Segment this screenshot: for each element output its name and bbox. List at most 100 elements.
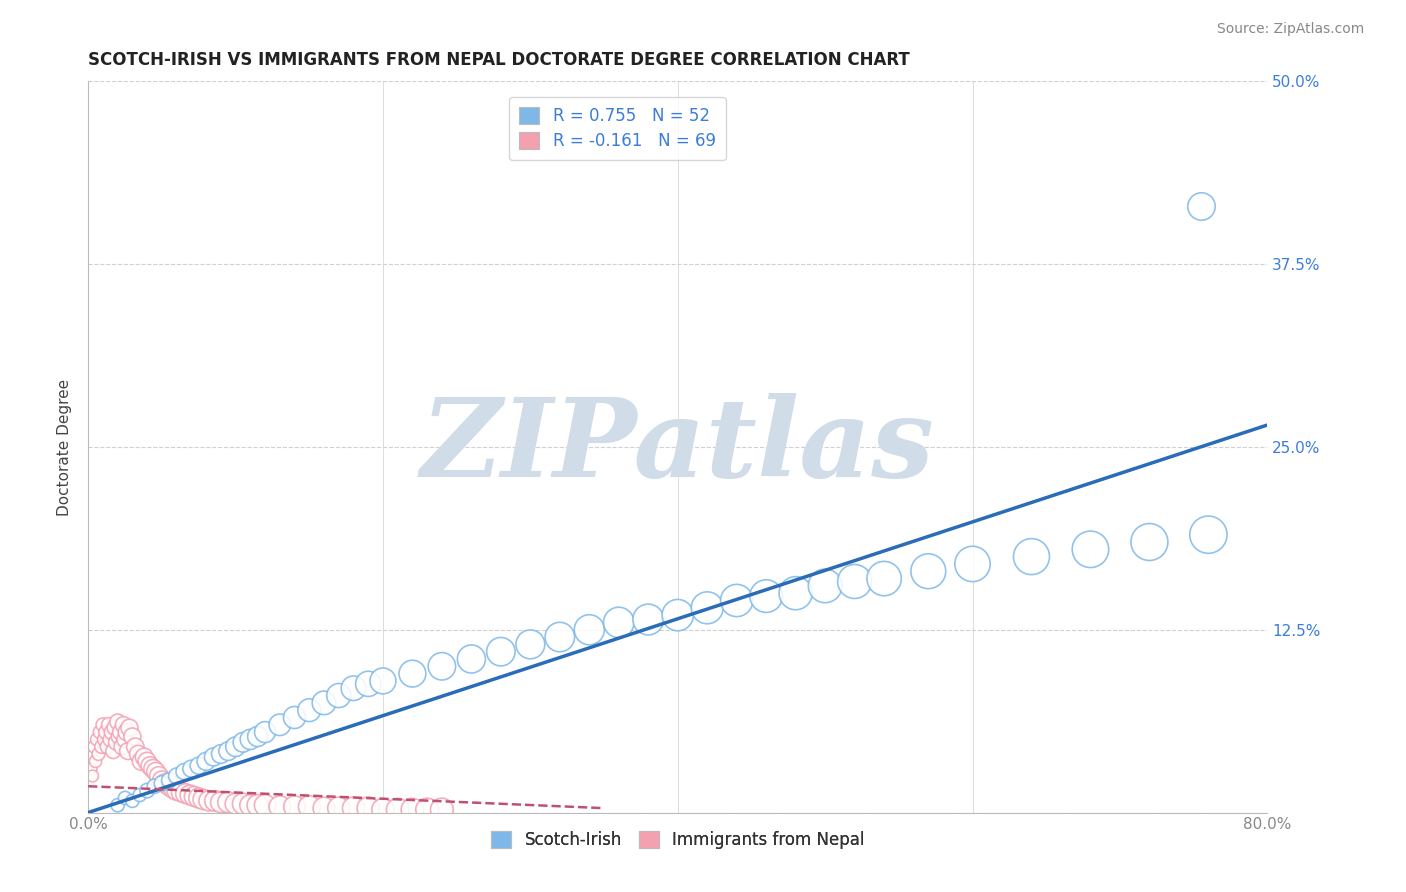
Point (342, 801, 364, 815)
Point (163, 782, 186, 797)
Point (157, 773, 180, 788)
Point (202, 750, 225, 764)
Point (696, 600, 718, 615)
Point (416, 803, 439, 817)
Point (96, 739, 118, 754)
Point (239, 732, 262, 747)
Point (170, 785, 193, 799)
Text: ZIPatlas: ZIPatlas (420, 393, 935, 500)
Point (962, 557, 984, 571)
Point (253, 798, 276, 813)
Point (209, 747, 232, 761)
Point (755, 589, 778, 603)
Point (357, 677, 380, 691)
Point (666, 608, 689, 623)
Point (844, 574, 866, 589)
Point (97, 718, 120, 732)
Point (607, 615, 630, 630)
Point (195, 755, 218, 769)
Point (209, 795, 232, 809)
Point (118, 721, 141, 735)
Point (342, 681, 364, 696)
Point (142, 762, 165, 776)
Point (239, 798, 262, 813)
Point (100, 725, 122, 739)
Point (204, 794, 226, 808)
Point (90, 739, 112, 754)
Point (115, 725, 138, 739)
Point (114, 732, 136, 747)
Point (217, 744, 239, 758)
Point (98, 732, 121, 747)
Point (121, 730, 143, 744)
Point (166, 783, 188, 797)
Point (298, 703, 321, 717)
Point (283, 710, 305, 724)
Point (179, 788, 201, 802)
Point (246, 798, 269, 813)
Point (371, 673, 394, 688)
Point (121, 794, 143, 808)
Point (114, 791, 136, 805)
Point (127, 747, 149, 761)
Point (298, 799, 321, 814)
Point (312, 696, 335, 710)
Point (232, 735, 254, 749)
Point (108, 730, 131, 744)
Point (283, 799, 305, 814)
Point (357, 801, 380, 815)
Point (785, 586, 807, 600)
Point (489, 645, 512, 659)
Point (87, 747, 110, 761)
Point (89, 725, 111, 739)
Point (401, 803, 423, 817)
Point (387, 803, 409, 817)
Point (103, 744, 125, 758)
Point (107, 714, 129, 729)
Point (117, 744, 139, 758)
Point (198, 794, 221, 808)
Point (143, 779, 166, 793)
Point (94, 725, 117, 739)
Point (128, 788, 150, 802)
Text: SCOTCH-IRISH VS IMMIGRANTS FROM NEPAL DOCTORATE DEGREE CORRELATION CHART: SCOTCH-IRISH VS IMMIGRANTS FROM NEPAL DO… (89, 51, 910, 69)
Point (401, 666, 423, 681)
Point (82, 769, 104, 783)
Legend: Scotch-Irish, Immigrants from Nepal: Scotch-Irish, Immigrants from Nepal (485, 824, 870, 855)
Point (93, 732, 115, 747)
Point (104, 721, 127, 735)
Point (187, 758, 209, 772)
Point (139, 758, 162, 772)
Point (328, 689, 350, 703)
Point (1021, 549, 1043, 564)
Point (86, 732, 108, 747)
Point (173, 764, 195, 779)
Point (269, 799, 291, 814)
Point (174, 787, 197, 801)
Point (157, 779, 180, 793)
Point (225, 739, 247, 754)
Point (166, 769, 188, 783)
Point (124, 739, 146, 754)
Point (136, 783, 159, 797)
Point (725, 593, 748, 607)
Point (150, 773, 173, 788)
Point (1197, 527, 1219, 541)
Point (460, 652, 482, 666)
Point (145, 764, 167, 779)
Text: Source: ZipAtlas.com: Source: ZipAtlas.com (1216, 22, 1364, 37)
Point (328, 801, 350, 815)
Point (150, 776, 173, 790)
Point (105, 735, 128, 749)
Point (637, 613, 659, 627)
Point (91, 718, 114, 732)
Point (183, 789, 205, 804)
Point (148, 769, 170, 783)
Point (1080, 542, 1102, 557)
Point (84, 755, 107, 769)
Y-axis label: Doctorate Degree: Doctorate Degree (58, 378, 72, 516)
Point (217, 795, 239, 809)
Point (430, 803, 453, 817)
Point (269, 718, 291, 732)
Point (371, 803, 394, 817)
